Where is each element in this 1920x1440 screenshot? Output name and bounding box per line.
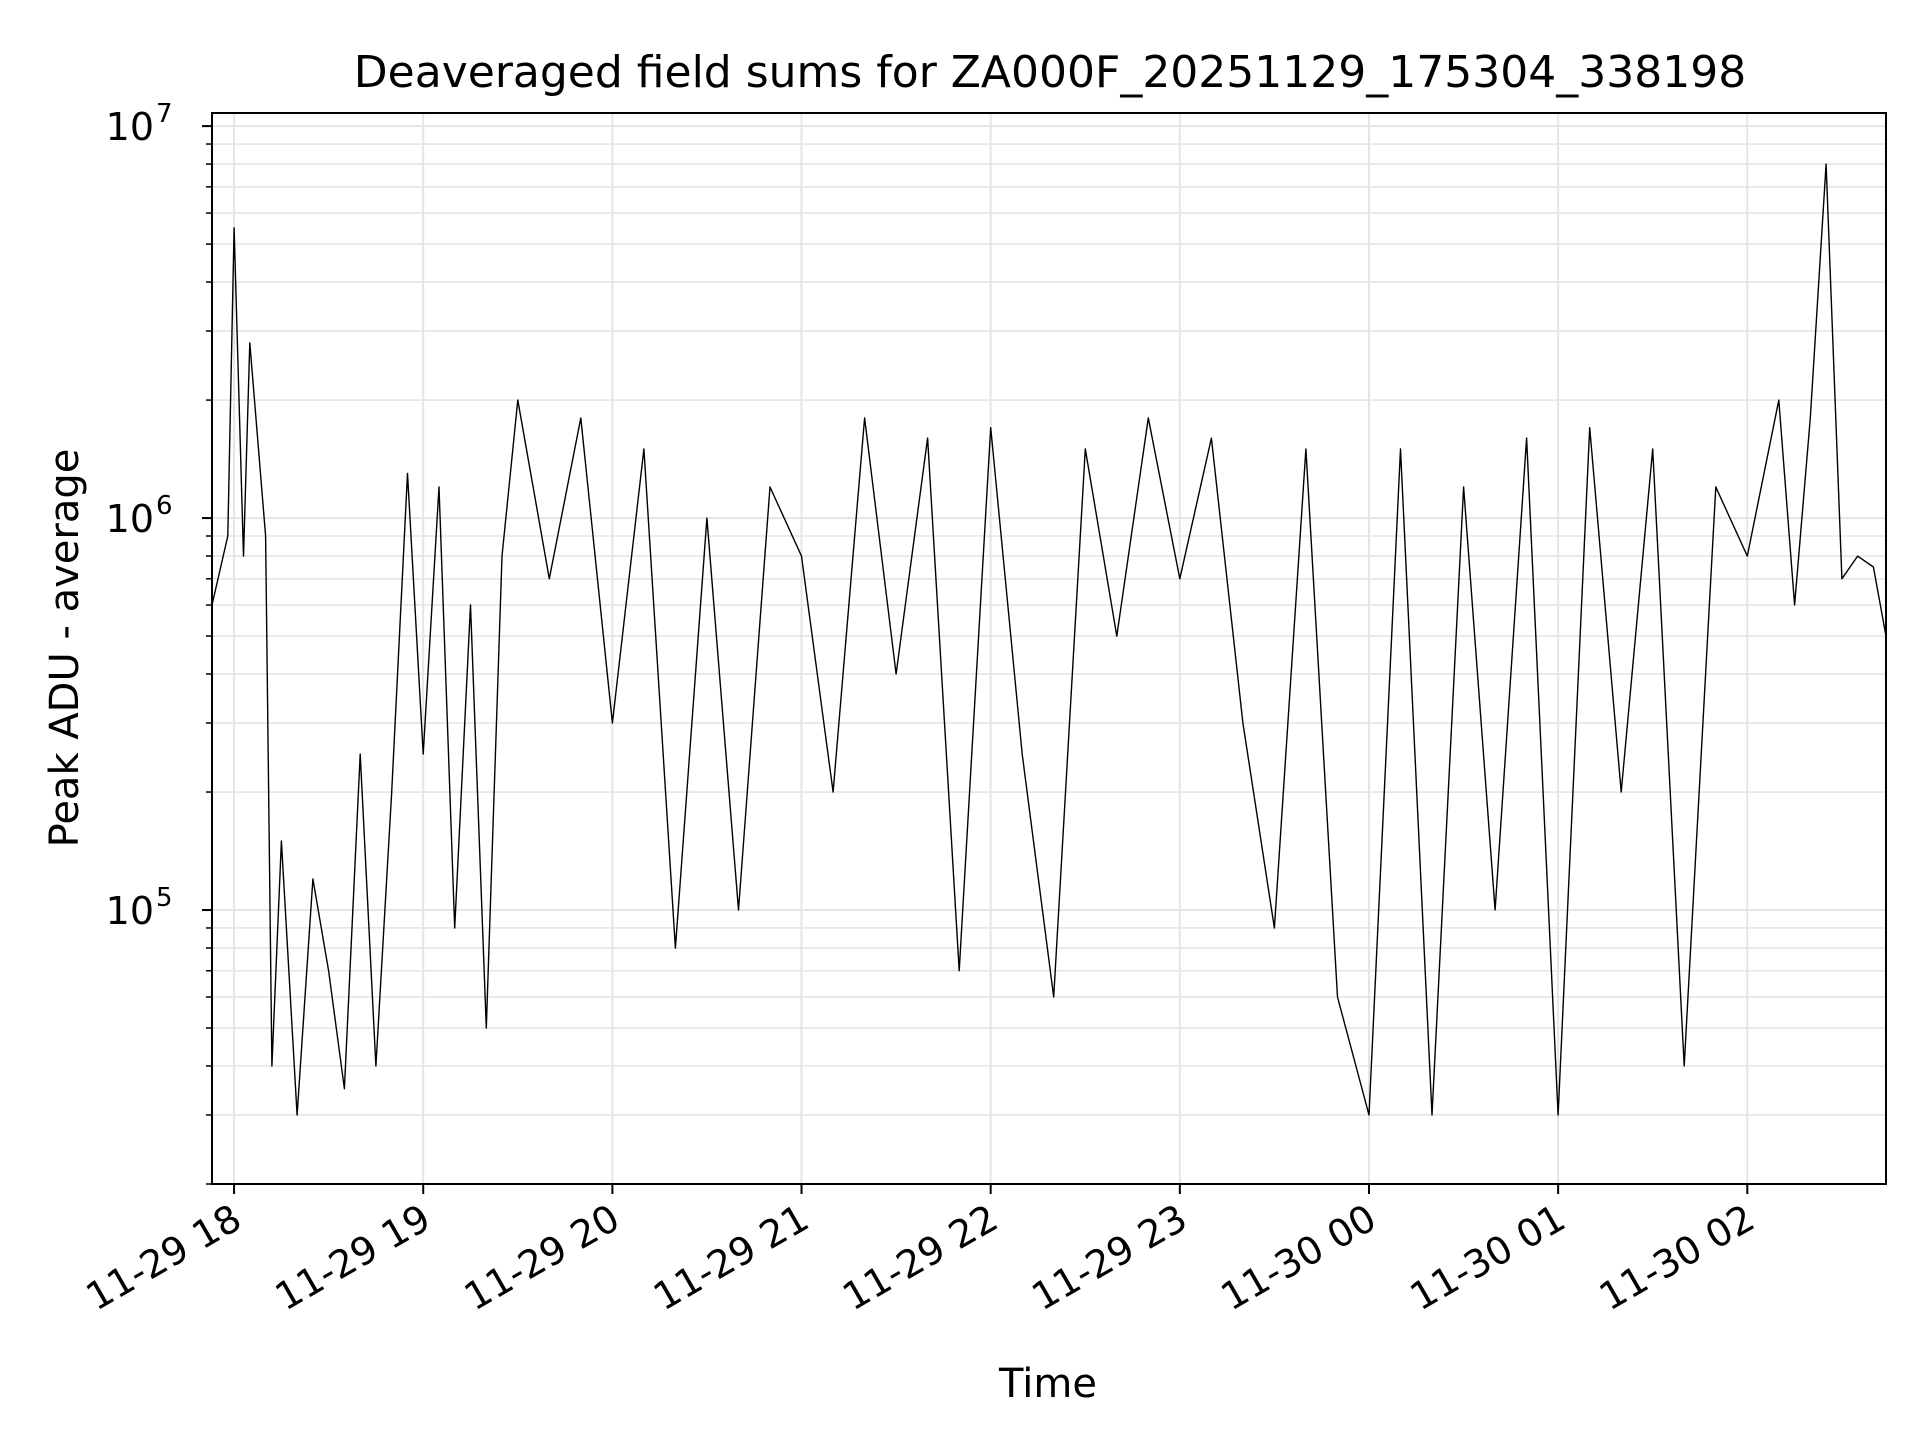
data-layer bbox=[211, 163, 1887, 1116]
y-axis-label: Peak ADU - average bbox=[42, 449, 88, 848]
y-tick-exponent: 5 bbox=[156, 883, 173, 913]
y-tick-label: 10 bbox=[106, 497, 154, 541]
grid-layer bbox=[212, 113, 1886, 1185]
y-tick-label: 10 bbox=[106, 105, 154, 149]
plot-frame bbox=[211, 112, 1887, 1185]
y-tick-exponent: 6 bbox=[156, 491, 173, 521]
y-tick-label: 10 bbox=[106, 889, 154, 933]
x-axis-label: Time bbox=[998, 1361, 1097, 1407]
chart-title: Deaveraged field sums for ZA000F_2025112… bbox=[354, 47, 1746, 98]
y-tick-exponent: 7 bbox=[156, 99, 173, 129]
series-line bbox=[211, 163, 1887, 1116]
